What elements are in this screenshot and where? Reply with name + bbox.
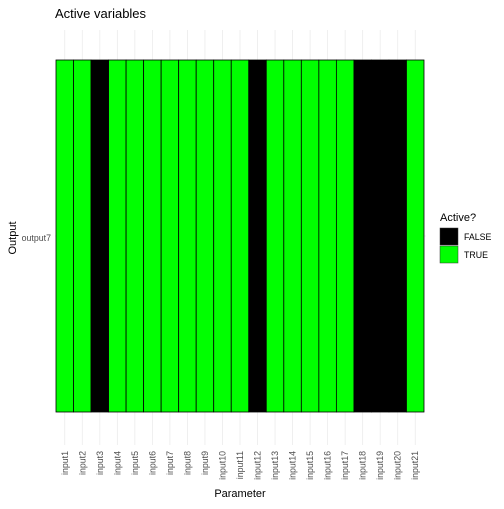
x-tick-label: input13 <box>270 451 280 480</box>
x-tick-label: input21 <box>410 451 420 480</box>
heatmap-tile-input19 <box>371 59 390 413</box>
legend-swatch-true <box>439 245 459 264</box>
heatmap-tile-input17 <box>335 59 355 413</box>
x-tick-label: input14 <box>288 451 298 480</box>
y-axis-label: Output <box>7 221 19 254</box>
heatmap-tile-input12 <box>248 59 267 413</box>
legend: Active? FALSE TRUE <box>439 212 492 264</box>
chart-title: Active variables <box>55 6 147 21</box>
y-tick-label: output7 <box>22 233 51 243</box>
heatmap-tile-input2 <box>73 59 92 413</box>
heatmap-tile-input10 <box>213 59 232 413</box>
x-tick-label: input6 <box>147 451 157 475</box>
heatmap-tile-input20 <box>388 59 407 413</box>
x-tick-label: input18 <box>358 451 368 480</box>
x-tick-label: input3 <box>95 451 105 475</box>
x-tick-label: input8 <box>182 451 192 475</box>
x-tick-label: input4 <box>112 451 122 475</box>
x-tick-label: input5 <box>130 451 140 475</box>
heatmap-tile-input3 <box>90 59 109 413</box>
legend-label-true: TRUE <box>464 250 488 260</box>
heatmap-tile-input9 <box>195 59 215 413</box>
heatmap-tile-input16 <box>318 59 337 413</box>
x-tick-labels: input1 input2 input3 input4 input5 input6 inpu… <box>60 451 420 480</box>
legend-swatch-false <box>439 227 459 246</box>
x-tick-label: input11 <box>235 451 245 479</box>
x-tick-label: input19 <box>375 451 385 480</box>
heatmap-tile-input6 <box>143 59 162 413</box>
x-tick-label: input10 <box>217 451 227 480</box>
x-tick-label: input16 <box>323 451 333 480</box>
x-tick-label: input20 <box>393 451 403 480</box>
heatmap-tile-input8 <box>178 59 197 413</box>
heatmap-tile-input21 <box>406 59 425 413</box>
x-axis-label: Parameter <box>214 488 266 500</box>
x-tick-label: input12 <box>253 451 263 480</box>
heatmap-tile-input7 <box>160 59 180 413</box>
heatmap-tile-input11 <box>230 59 250 413</box>
heatmap-tile-input15 <box>300 59 320 413</box>
x-tick-label: input9 <box>200 451 210 475</box>
x-tick-label: input17 <box>340 451 350 480</box>
x-tick-label: input2 <box>77 451 87 475</box>
heatmap-tile-input4 <box>108 59 127 413</box>
legend-title: Active? <box>440 212 476 224</box>
heatmap-tile-input18 <box>353 59 372 413</box>
heatmap-tile-input5 <box>125 59 145 413</box>
x-tick-label: input15 <box>305 451 315 480</box>
x-tick-label: input1 <box>60 451 70 475</box>
heatmap-tiles <box>55 59 425 413</box>
heatmap-tile-input1 <box>55 59 74 413</box>
x-tick-label: input7 <box>165 451 175 475</box>
heatmap-tile-input13 <box>265 59 285 413</box>
legend-label-false: FALSE <box>464 232 492 242</box>
heatmap-tile-input14 <box>283 59 302 413</box>
